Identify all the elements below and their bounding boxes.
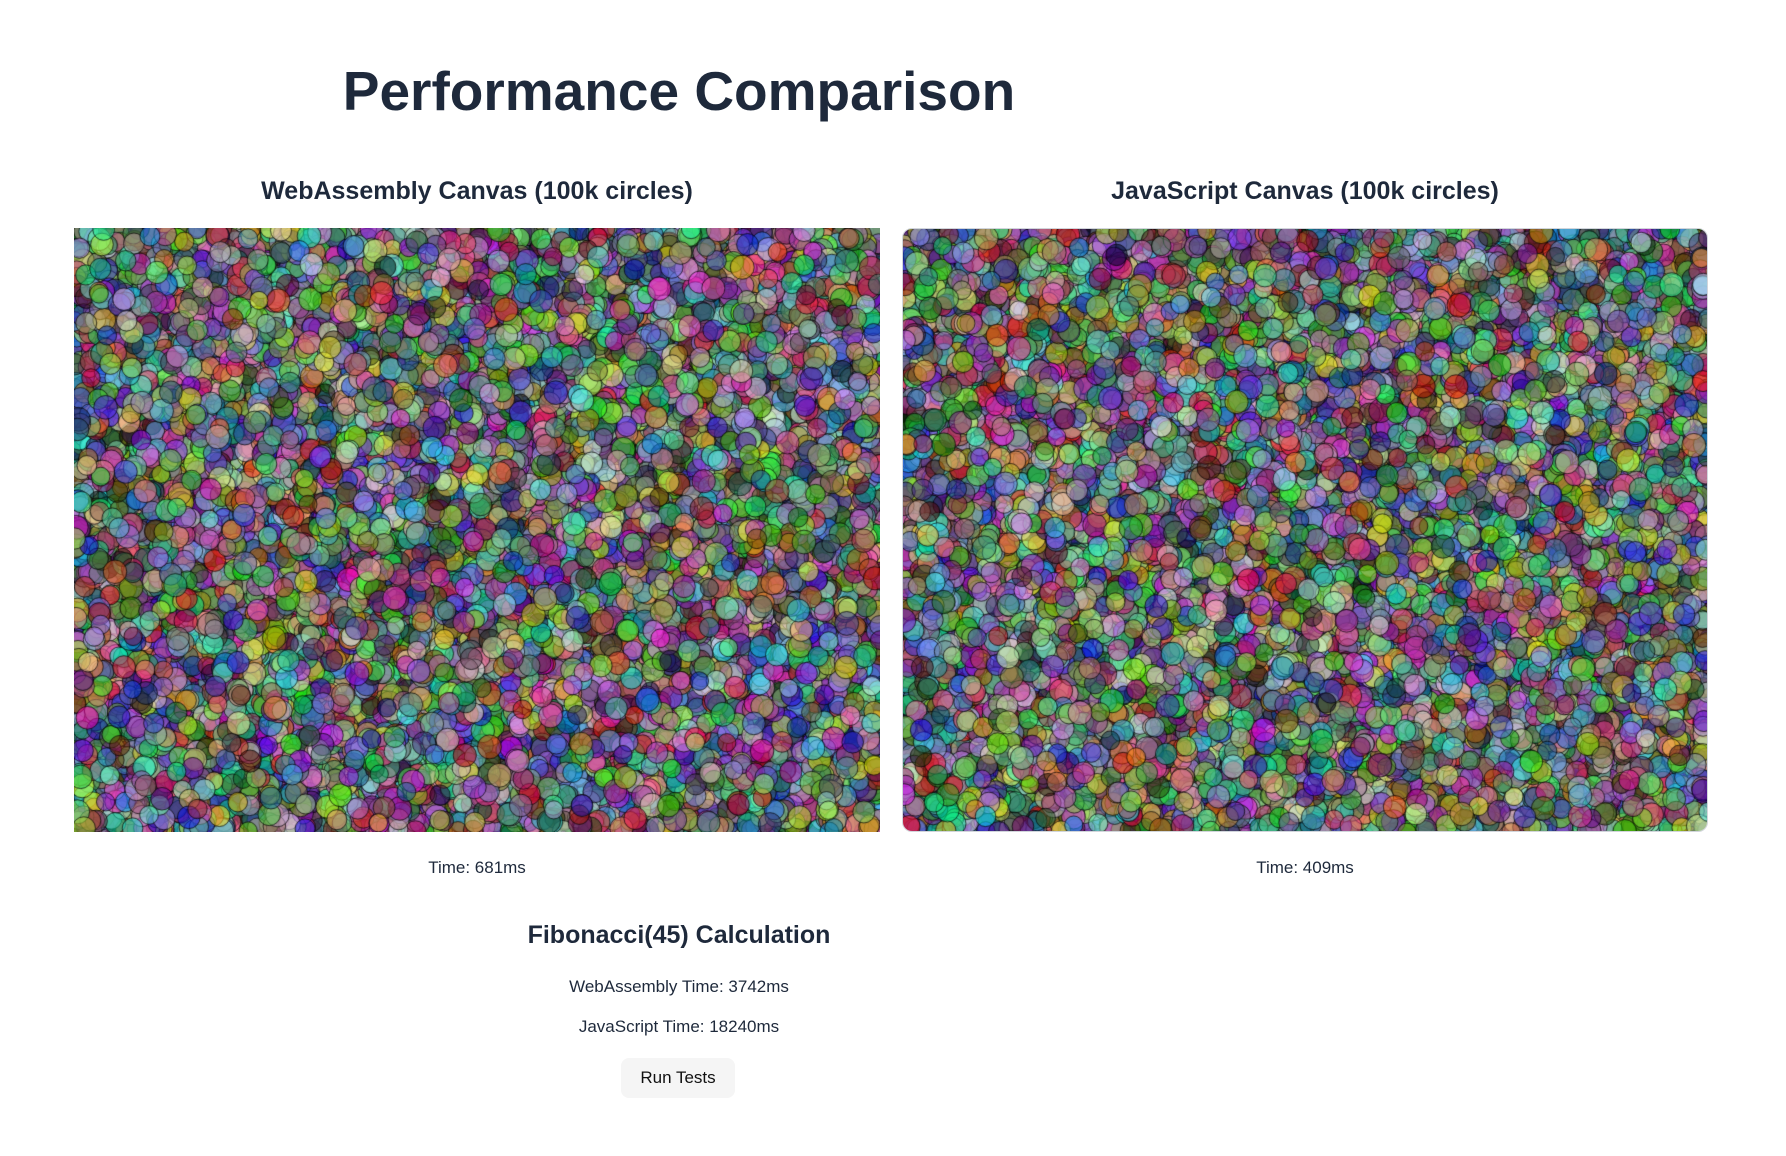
fibonacci-title: Fibonacci(45) Calculation (527, 921, 831, 949)
js-time-label: Time: 409ms (1256, 858, 1354, 877)
js-canvas (903, 229, 1707, 831)
fib-wasm-time: WebAssembly Time: 3742ms (569, 977, 789, 996)
js-canvas-container (902, 228, 1708, 832)
wasm-time-label: Time: 681ms (428, 858, 526, 877)
wasm-canvas (74, 228, 880, 832)
wasm-canvas-container (74, 228, 880, 832)
run-tests-button[interactable]: Run Tests (621, 1058, 735, 1098)
fib-js-time: JavaScript Time: 18240ms (578, 1017, 780, 1036)
wasm-canvas-title: WebAssembly Canvas (100k circles) (261, 177, 693, 205)
js-canvas-title: JavaScript Canvas (100k circles) (1111, 177, 1499, 205)
page-title: Performance Comparison (342, 60, 1016, 122)
